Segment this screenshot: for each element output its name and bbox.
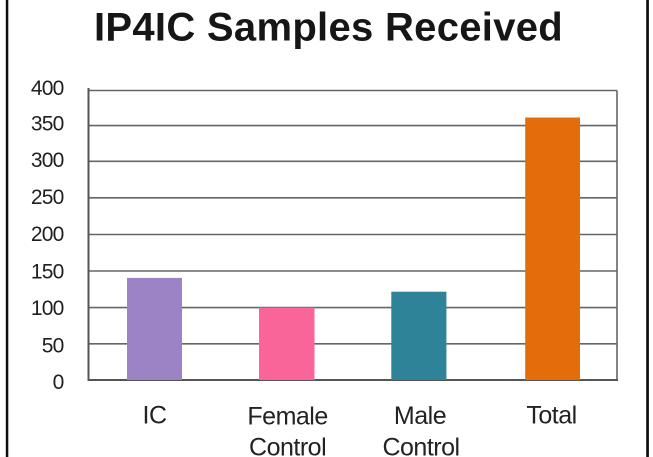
svg-text:0: 0 bbox=[53, 371, 64, 394]
svg-text:Control: Control bbox=[249, 434, 326, 457]
svg-text:150: 150 bbox=[31, 260, 64, 283]
svg-text:250: 250 bbox=[31, 186, 64, 209]
svg-text:50: 50 bbox=[42, 334, 64, 357]
svg-text:350: 350 bbox=[31, 113, 64, 136]
svg-text:Male: Male bbox=[394, 402, 446, 430]
svg-text:Total: Total bbox=[526, 402, 576, 430]
svg-text:300: 300 bbox=[31, 149, 64, 172]
svg-text:100: 100 bbox=[31, 297, 64, 320]
svg-text:200: 200 bbox=[31, 223, 64, 246]
svg-text:Control: Control bbox=[382, 434, 459, 457]
svg-text:IP4IC Samples Received: IP4IC Samples Received bbox=[94, 6, 563, 50]
svg-text:400: 400 bbox=[31, 77, 64, 100]
svg-text:IC: IC bbox=[143, 402, 167, 430]
svg-text:Female: Female bbox=[247, 403, 327, 431]
